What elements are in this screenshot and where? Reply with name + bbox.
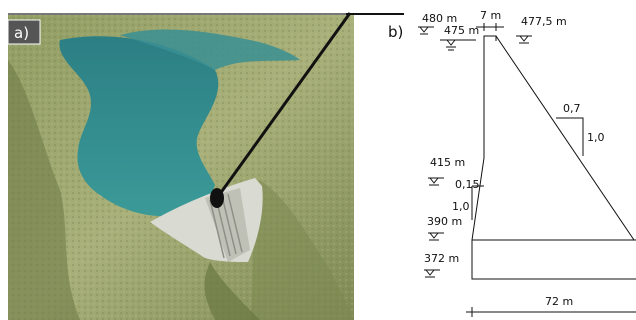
level-symbol-480: [418, 26, 434, 35]
elevation-390: 390 m: [427, 215, 462, 228]
elevation-415: 415 m: [430, 156, 465, 169]
water-level-symbol-475: [440, 39, 476, 51]
reservoir-arm: [120, 29, 300, 71]
elevation-480: 480 m: [422, 12, 457, 25]
level-symbol-372: [424, 269, 440, 278]
slope-horizontal: 0,7: [563, 102, 581, 115]
reservoir-water: [59, 36, 219, 217]
foundation-block: [471, 240, 636, 280]
level-symbol-390: [428, 232, 444, 241]
downstream-valley: [204, 262, 260, 320]
dam-profile: [471, 35, 635, 241]
crest-width-label: 7 m: [480, 9, 501, 22]
panel-a-label: a): [14, 24, 29, 42]
panel-a-label-box: [7, 19, 41, 45]
dam-cross-section: b) 0,7 1,0 0,15 1,0 7 m 480 m: [388, 9, 636, 317]
level-symbol-415: [428, 177, 444, 186]
panel-b-label: b): [388, 23, 403, 41]
leader-line: [215, 12, 352, 199]
batter-horizontal: 0,15: [455, 178, 480, 191]
hillside-shadow: [8, 60, 80, 320]
dam-crest-cap: [483, 35, 497, 41]
hillside-right: [250, 180, 354, 320]
slope-indicator: [556, 117, 584, 156]
slope-vertical: 1,0: [587, 131, 605, 144]
level-symbol-477-5: [516, 35, 532, 44]
elevation-477-5: 477,5 m: [521, 15, 567, 28]
aerial-photo: a): [7, 12, 404, 320]
batter-vertical: 1,0: [452, 200, 470, 213]
base-width-label: 72 m: [545, 295, 573, 308]
elevation-475: 475 m: [444, 24, 479, 37]
elevation-372: 372 m: [424, 252, 459, 265]
